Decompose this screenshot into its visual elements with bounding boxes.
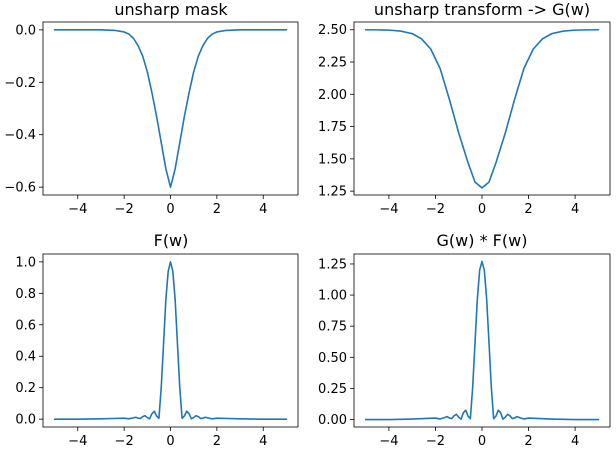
data-line xyxy=(364,260,600,421)
y-tick-label: 0.0 xyxy=(15,23,36,38)
axes-frame xyxy=(353,21,611,196)
subplot-unsharp-mask: unsharp mask −4 −2 0 2 4 0.0 −0.2 −0.4 −0.6 xyxy=(4,0,299,217)
x-tick-label: −2 xyxy=(426,202,445,217)
y-tick-label: −0.4 xyxy=(4,128,36,143)
x-tick-label: −4 xyxy=(68,202,87,217)
x-tick-label: −4 xyxy=(379,202,398,217)
axes-frame xyxy=(42,21,299,196)
x-tick-label: 4 xyxy=(571,202,579,217)
subplot-title: unsharp transform -> G(w) xyxy=(374,0,590,19)
y-tick-label: 0.2 xyxy=(15,381,36,396)
y-tick-label: 1.50 xyxy=(318,152,347,167)
y-tick-label: 0.00 xyxy=(318,413,347,428)
x-tick-label: 0 xyxy=(478,434,486,449)
subplot-title: F(w) xyxy=(154,231,189,250)
y-tick-label: 0.25 xyxy=(318,382,347,397)
y-tick-label: 0.4 xyxy=(15,350,36,365)
axes-ticks: −4 −2 0 2 4 0.00 0.25 0.50 0.75 1.00 1.25 xyxy=(318,257,579,449)
y-tick-label: 0.8 xyxy=(15,287,36,302)
axes-ticks: −4 −2 0 2 4 1.25 1.50 1.75 2.00 2.25 2.50 xyxy=(318,23,579,217)
y-tick-label: 2.50 xyxy=(318,23,347,38)
y-tick-label: 1.0 xyxy=(15,255,36,270)
x-tick-label: 0 xyxy=(166,434,174,449)
axes-ticks: −4 −2 0 2 4 0.0 0.2 0.4 0.6 0.8 1.0 xyxy=(15,255,267,449)
data-line xyxy=(364,28,600,189)
x-tick-label: −4 xyxy=(379,434,398,449)
x-tick-label: 2 xyxy=(524,202,532,217)
y-tick-label: −0.6 xyxy=(4,181,36,196)
x-tick-label: −2 xyxy=(115,434,134,449)
data-line xyxy=(53,29,288,188)
subplot-title: G(w) * F(w) xyxy=(437,231,528,250)
y-tick-label: 1.00 xyxy=(318,289,347,304)
subplot-f-of-w: F(w) −4 −2 0 2 4 0.0 0.2 0.4 0.6 0.8 1.0 xyxy=(15,231,299,449)
x-tick-label: 4 xyxy=(259,434,267,449)
axes-frame xyxy=(42,253,299,428)
y-tick-label: 0.6 xyxy=(15,318,36,333)
x-tick-label: 4 xyxy=(571,434,579,449)
x-tick-label: −2 xyxy=(115,202,134,217)
y-tick-label: 1.75 xyxy=(318,120,347,135)
x-tick-label: 2 xyxy=(213,434,221,449)
axes-frame xyxy=(353,253,611,428)
subplot-g-times-f: G(w) * F(w) −4 −2 0 2 4 0.00 0.25 0.50 0.75 1.00 1… xyxy=(318,231,611,449)
x-tick-label: 0 xyxy=(478,202,486,217)
x-tick-label: −2 xyxy=(426,434,445,449)
y-tick-label: 1.25 xyxy=(318,257,347,272)
y-tick-label: 0.0 xyxy=(15,413,36,428)
subplot-unsharp-transform: unsharp transform -> G(w) −4 −2 0 2 4 1.25 1.5… xyxy=(318,0,611,217)
x-tick-label: 0 xyxy=(166,202,174,217)
subplot-title: unsharp mask xyxy=(114,0,228,19)
x-tick-label: 4 xyxy=(259,202,267,217)
axes-ticks: −4 −2 0 2 4 0.0 −0.2 −0.4 −0.6 xyxy=(4,23,267,217)
y-tick-label: 0.50 xyxy=(318,351,347,366)
y-tick-label: 1.25 xyxy=(318,185,347,200)
y-tick-label: 2.25 xyxy=(318,56,347,71)
y-tick-label: 0.75 xyxy=(318,320,347,335)
data-line xyxy=(53,261,288,420)
y-tick-label: 2.00 xyxy=(318,88,347,103)
x-tick-label: 2 xyxy=(524,434,532,449)
y-tick-label: −0.2 xyxy=(4,76,36,91)
x-tick-label: 2 xyxy=(213,202,221,217)
x-tick-label: −4 xyxy=(68,434,87,449)
